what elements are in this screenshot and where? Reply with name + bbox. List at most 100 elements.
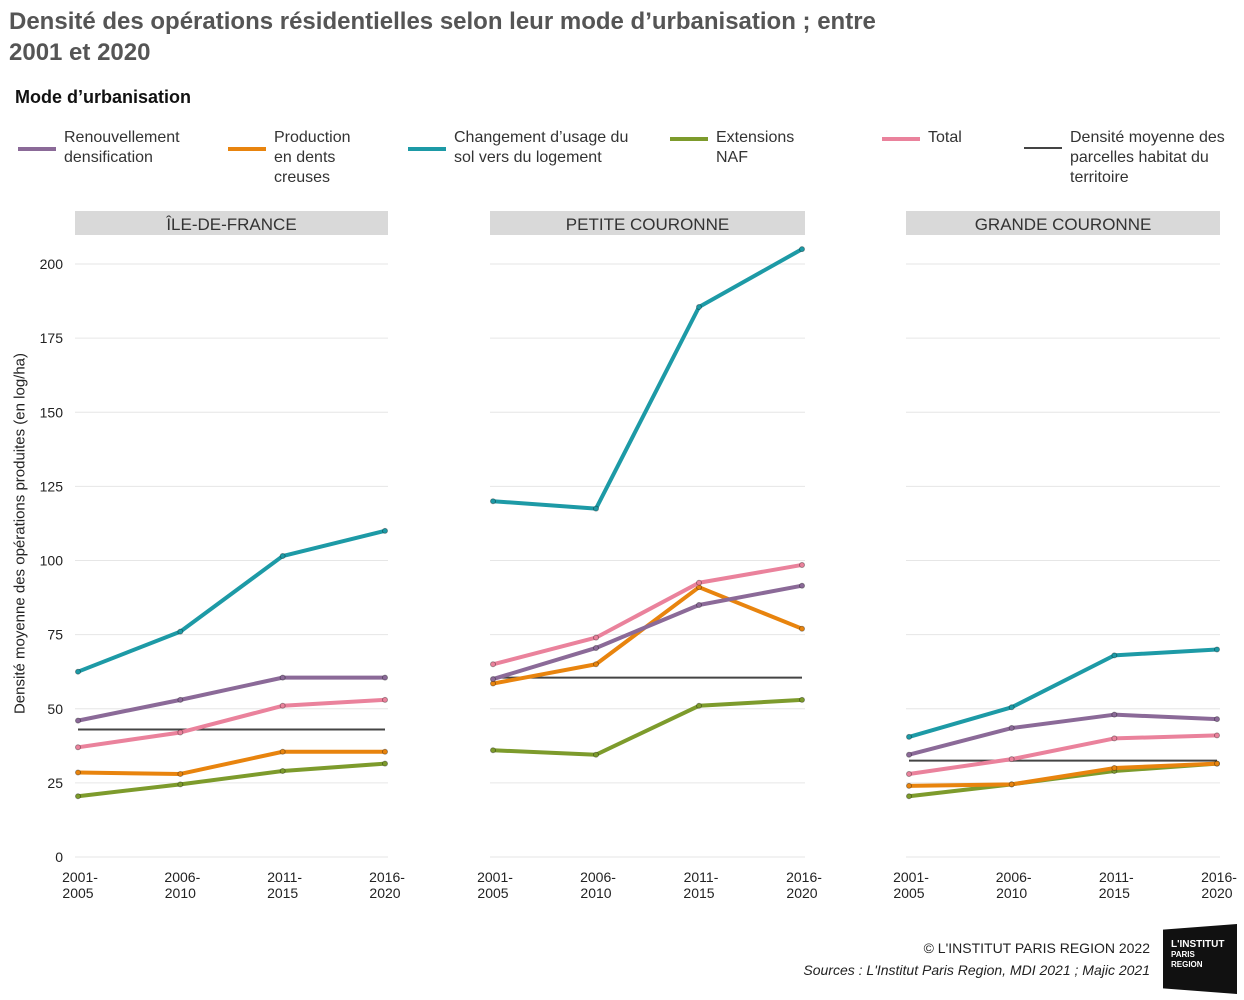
point-extensions <box>490 747 496 754</box>
legend-item-renouvellement: Renouvellement densification <box>18 128 198 168</box>
x-tick-label: 2015 <box>683 885 714 901</box>
panel-header <box>75 211 388 235</box>
y-tick-label: 200 <box>40 256 64 272</box>
point-total <box>593 634 599 641</box>
point-extensions <box>75 793 81 800</box>
y-tick-label: 100 <box>40 553 64 569</box>
x-tick-label: 2006- <box>996 869 1032 885</box>
x-tick-label: 2020 <box>369 885 400 901</box>
point-renouvellement <box>696 601 702 608</box>
panel-petite-couronne: PETITE COURONNE2001-20052006-20102011-20… <box>477 211 822 901</box>
point-extensions <box>177 781 184 788</box>
point-total <box>1111 735 1118 742</box>
point-changement <box>490 498 496 505</box>
point-renouvellement <box>1111 711 1118 718</box>
point-renouvellement <box>490 676 496 683</box>
legend-item-total: Total <box>882 128 982 148</box>
x-tick-label: 2016- <box>369 869 405 885</box>
panel-title: PETITE COURONNE <box>566 215 729 234</box>
x-tick-label: 2005 <box>62 885 93 901</box>
point-production <box>1214 760 1220 767</box>
legend-item-changement: Changement d’usage du sol vers du logeme… <box>408 128 648 168</box>
point-extensions <box>279 768 286 775</box>
line-production <box>491 585 804 686</box>
legend-item-extensions: Extensions NAF <box>670 128 810 168</box>
legend-label: Densité moyenne des parcelles habitat du… <box>1070 129 1225 186</box>
panel-title: GRANDE COURONNE <box>975 215 1152 234</box>
legend-label: Total <box>928 129 962 146</box>
legend-swatch <box>1024 147 1062 149</box>
point-changement <box>1008 704 1015 711</box>
point-total <box>490 661 496 668</box>
point-changement <box>906 733 912 740</box>
point-renouvellement <box>593 644 599 651</box>
point-extensions <box>593 751 599 758</box>
point-renouvellement <box>1008 725 1015 732</box>
line-extensions <box>491 697 804 757</box>
y-tick-label: 0 <box>55 849 63 865</box>
point-changement <box>75 668 81 675</box>
x-tick-label: 2016- <box>786 869 822 885</box>
line-changement <box>907 647 1219 739</box>
x-tick-label: 2010 <box>996 885 1027 901</box>
line-production <box>76 749 387 776</box>
x-tick-label: 2005 <box>893 885 924 901</box>
credits: © L'INSTITUT PARIS REGION 2022 Sources :… <box>803 937 1150 981</box>
x-tick-label: 2001- <box>62 869 98 885</box>
x-tick-label: 2011- <box>1099 869 1134 885</box>
panel-grande-couronne: GRANDE COURONNE2001-20052006-20102011-20… <box>893 211 1237 901</box>
panel-header <box>906 211 1220 235</box>
legend-label: Renouvellement densification <box>64 129 180 166</box>
legend-title: Mode d’urbanisation <box>15 87 192 107</box>
point-renouvellement <box>177 696 184 703</box>
panel--le-de-france: ÎLE-DE-FRANCE 0 25 50 75 100 125 150 175 200 2001-… <box>40 211 405 901</box>
point-renouvellement <box>1214 716 1220 723</box>
institut-logo: L'INSTITUT PARIS REGION <box>1163 924 1237 994</box>
point-total <box>799 561 805 568</box>
legend-item-production: Production en dents creuses <box>228 128 358 188</box>
legend-swatch <box>18 147 56 151</box>
line-total <box>491 562 804 667</box>
y-tick-label: 75 <box>47 627 63 643</box>
point-total <box>1008 756 1015 763</box>
legend-swatch <box>670 137 708 141</box>
point-changement <box>593 505 599 512</box>
line-renouvellement <box>76 675 387 723</box>
x-tick-label: 2011- <box>267 869 302 885</box>
point-extensions <box>799 696 805 703</box>
point-production <box>799 625 805 632</box>
point-total <box>696 579 702 586</box>
point-total <box>906 770 912 777</box>
x-tick-label: 2010 <box>580 885 611 901</box>
point-total <box>177 729 184 736</box>
line-total <box>907 733 1219 776</box>
point-changement <box>279 553 286 560</box>
point-changement <box>177 628 184 635</box>
x-tick-label: 2010 <box>165 885 196 901</box>
legend-swatch <box>228 147 266 151</box>
x-tick-label: 2001- <box>893 869 929 885</box>
x-tick-label: 2020 <box>786 885 817 901</box>
point-production <box>906 782 912 789</box>
point-renouvellement <box>279 674 286 681</box>
panel-title: ÎLE-DE-FRANCE <box>165 215 296 234</box>
x-tick-label: 2001- <box>477 869 513 885</box>
point-production <box>1111 765 1118 772</box>
point-production <box>593 661 599 668</box>
x-tick-label: 2016- <box>1201 869 1237 885</box>
point-total <box>1214 732 1220 739</box>
point-changement <box>382 527 388 534</box>
copyright: © L'INSTITUT PARIS REGION 2022 <box>923 940 1150 956</box>
sources: Sources : L'Institut Paris Region, MDI 2… <box>803 962 1150 978</box>
point-production <box>75 769 81 776</box>
legend-label: Extensions NAF <box>716 129 795 166</box>
line-total <box>76 697 387 750</box>
x-tick-label: 2006- <box>164 869 200 885</box>
point-changement <box>1214 646 1220 653</box>
panel-header <box>490 211 805 235</box>
x-tick-label: 2015 <box>1099 885 1130 901</box>
x-tick-label: 2005 <box>477 885 508 901</box>
legend-swatch <box>408 147 446 151</box>
legend-swatch <box>882 137 920 141</box>
